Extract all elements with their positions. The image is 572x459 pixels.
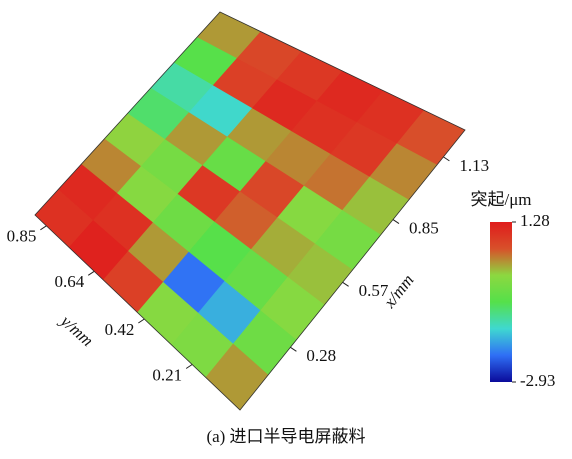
x-tick [290, 347, 296, 351]
x-tick [343, 282, 349, 286]
surface [35, 12, 465, 410]
colorbar-tick-label: 1.28 [520, 211, 550, 230]
y-tick [40, 226, 46, 230]
y-tick [186, 365, 192, 369]
y-axis-label: y/mm [56, 310, 98, 350]
y-tick [88, 271, 94, 275]
colorbar [490, 222, 512, 382]
x-tick [443, 157, 449, 161]
y-tick [138, 319, 144, 323]
y-tick-label: 0.64 [54, 272, 84, 291]
colorbar-tick-label: -2.93 [520, 371, 555, 390]
x-tick-label: 0.28 [306, 346, 336, 365]
caption: (a) 进口半导电屏蔽料 [206, 427, 365, 446]
x-tick-label: 0.85 [409, 219, 439, 238]
y-tick-label: 0.21 [152, 365, 182, 384]
colorbar-title: 突起/μm [470, 190, 531, 209]
x-tick-label: 0.57 [359, 281, 389, 300]
x-tick-label: 1.13 [459, 156, 489, 175]
chart: x/mm y/mm 突起/μm (a) 进口半导电屏蔽料 0.280.570.8… [0, 0, 572, 459]
y-tick-label: 0.85 [7, 227, 37, 246]
x-tick [393, 220, 399, 224]
y-tick-label: 0.42 [105, 320, 135, 339]
